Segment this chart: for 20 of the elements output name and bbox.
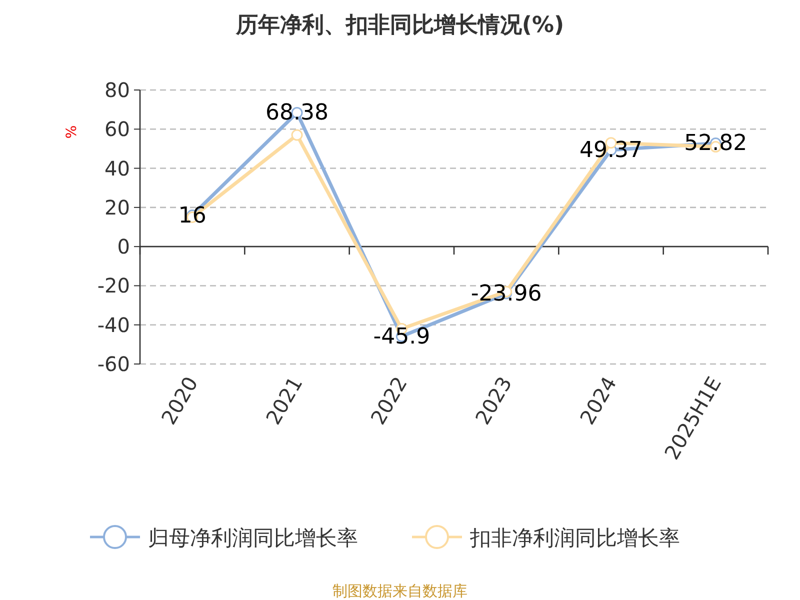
chart-title: 历年净利、扣非同比增长情况(%) (234, 13, 564, 38)
y-tick-label: 80 (104, 78, 130, 102)
y-tick-label: 60 (104, 117, 130, 142)
y-tick-label: 0 (117, 234, 130, 259)
data-label: 52.82 (684, 131, 748, 156)
y-tick-label: -60 (97, 352, 130, 376)
legend-label: 扣非净利润同比增长率 (469, 526, 680, 550)
point (291, 129, 303, 141)
y-tick-label: 20 (104, 195, 130, 220)
y-tick-label: -20 (97, 274, 130, 298)
y-tick-label: -40 (97, 312, 130, 337)
data-label: 49.37 (580, 138, 642, 163)
data-label: -23.96 (470, 281, 542, 306)
data-label: -45.9 (373, 324, 430, 350)
data-label: 16 (178, 203, 206, 228)
y-axis-title: % (64, 125, 80, 139)
text: 制图数据来自数据库 (332, 582, 468, 600)
legend-label: 归母净利润同比增长率 (148, 526, 358, 550)
y-tick-label: 40 (104, 156, 130, 180)
data-label: 68.38 (266, 100, 328, 126)
